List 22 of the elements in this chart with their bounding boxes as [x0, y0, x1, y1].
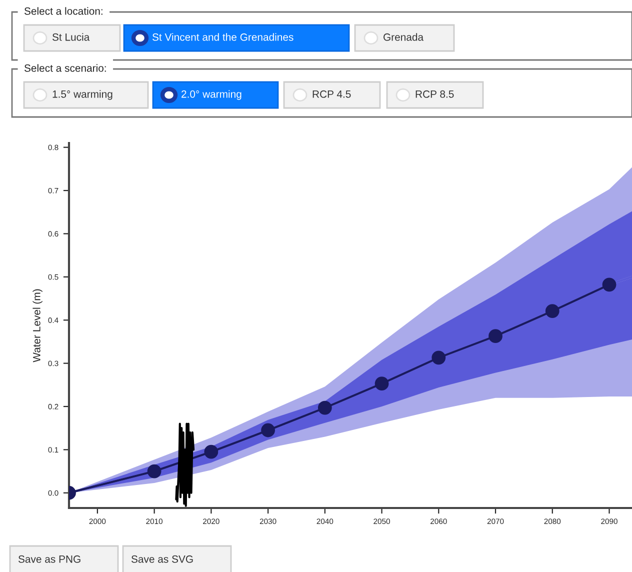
text: Save as PNG [18, 555, 80, 563]
text: Select a scenario: [24, 64, 106, 72]
point [488, 329, 502, 344]
text: St Vincent and the Grenadines [152, 33, 294, 41]
point [147, 464, 162, 478]
y-axis-title: Water Level (m) [32, 289, 42, 362]
text: 1.5° warming [52, 90, 112, 100]
text: RCP 8.5 [416, 90, 454, 98]
text: Select a location: [24, 7, 102, 15]
point [204, 444, 218, 459]
point [602, 278, 616, 292]
point [432, 350, 446, 365]
text: Grenada [384, 33, 424, 41]
text: St Lucia [52, 33, 90, 41]
point [261, 423, 275, 438]
text: 2.0° warming [182, 90, 242, 100]
text: RCP 4.5 [312, 90, 351, 98]
point [374, 376, 389, 391]
point [545, 304, 560, 318]
point [318, 400, 332, 415]
text: Save as SVG [131, 555, 193, 563]
line-series [175, 422, 195, 507]
